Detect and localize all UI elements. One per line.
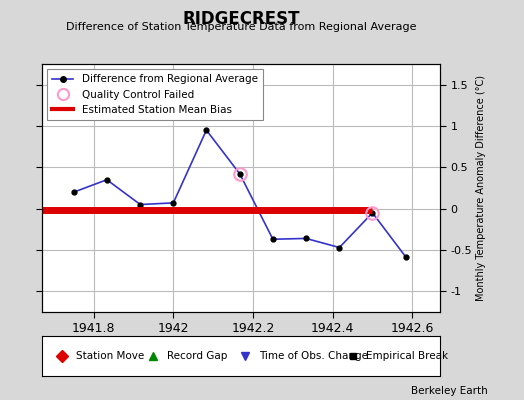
Text: Berkeley Earth: Berkeley Earth: [411, 386, 487, 396]
Text: Time of Obs. Change: Time of Obs. Change: [259, 351, 368, 361]
Text: Station Move: Station Move: [76, 351, 144, 361]
Y-axis label: Monthly Temperature Anomaly Difference (°C): Monthly Temperature Anomaly Difference (…: [476, 75, 486, 301]
Legend: Difference from Regional Average, Quality Control Failed, Estimated Station Mean: Difference from Regional Average, Qualit…: [47, 69, 263, 120]
Text: Difference of Station Temperature Data from Regional Average: Difference of Station Temperature Data f…: [66, 22, 416, 32]
Text: Empirical Break: Empirical Break: [366, 351, 449, 361]
Text: RIDGECREST: RIDGECREST: [182, 10, 300, 28]
Text: Record Gap: Record Gap: [167, 351, 228, 361]
